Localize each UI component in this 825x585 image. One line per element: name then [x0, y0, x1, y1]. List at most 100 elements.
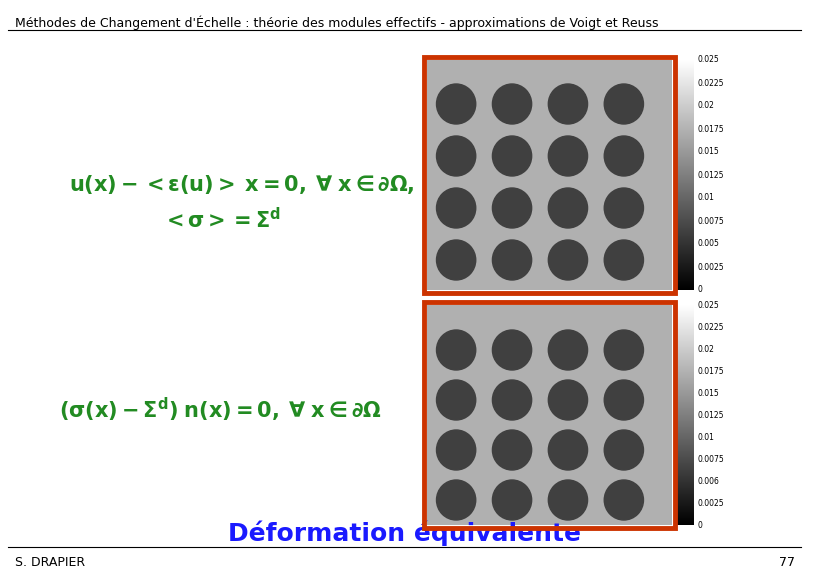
Bar	[676, 106, 695, 107]
Bar	[676, 60, 695, 61]
Bar	[676, 89, 695, 90]
Bar	[676, 424, 695, 425]
Bar	[676, 180, 695, 181]
Bar	[676, 453, 695, 454]
Bar	[676, 164, 695, 165]
Bar	[676, 265, 695, 266]
Bar	[676, 473, 695, 474]
Bar	[676, 369, 695, 370]
Bar	[676, 305, 695, 306]
Bar	[676, 170, 695, 171]
Bar	[676, 72, 695, 73]
Bar	[676, 271, 695, 272]
Bar	[676, 333, 695, 334]
Bar	[676, 276, 695, 277]
Bar	[676, 316, 695, 317]
Bar	[676, 210, 695, 211]
Bar	[676, 335, 695, 336]
FancyBboxPatch shape	[427, 60, 672, 290]
Circle shape	[549, 380, 587, 420]
Bar	[676, 272, 695, 273]
Text: 0.0175: 0.0175	[697, 125, 724, 133]
Bar	[676, 522, 695, 523]
Bar	[676, 487, 695, 488]
Circle shape	[493, 330, 531, 370]
Bar	[676, 366, 695, 367]
Bar	[676, 348, 695, 349]
Bar	[676, 289, 695, 290]
Bar	[676, 154, 695, 155]
Bar	[676, 273, 695, 274]
Bar	[676, 102, 695, 103]
Bar	[676, 318, 695, 319]
Bar	[676, 501, 695, 502]
Bar	[424, 302, 675, 528]
Bar	[676, 250, 695, 251]
Bar	[676, 280, 695, 281]
Bar	[676, 374, 695, 375]
Bar	[676, 229, 695, 230]
Bar	[676, 227, 695, 228]
Bar	[676, 481, 695, 482]
Circle shape	[436, 430, 476, 470]
Bar	[676, 162, 695, 163]
Bar	[676, 260, 695, 261]
Bar	[676, 425, 695, 426]
Bar	[676, 370, 695, 371]
Bar	[676, 421, 695, 422]
Bar	[676, 438, 695, 439]
Bar	[676, 319, 695, 320]
Bar	[676, 345, 695, 346]
Bar	[676, 120, 695, 121]
Bar	[676, 340, 695, 341]
Text: 0.0025: 0.0025	[697, 498, 724, 508]
Bar	[676, 123, 695, 124]
Bar	[676, 457, 695, 458]
Bar	[676, 381, 695, 382]
Bar	[676, 176, 695, 177]
Bar	[676, 483, 695, 484]
Bar	[676, 166, 695, 167]
Bar	[676, 492, 695, 493]
Bar	[676, 90, 695, 91]
Bar	[676, 70, 695, 71]
Bar	[676, 443, 695, 444]
Bar	[676, 315, 695, 316]
Bar	[676, 409, 695, 410]
Bar	[676, 334, 695, 335]
Bar	[676, 206, 695, 207]
Bar	[676, 258, 695, 259]
Bar	[676, 247, 695, 248]
Bar	[676, 141, 695, 142]
Bar	[424, 57, 675, 293]
Bar	[676, 278, 695, 279]
Text: 0.025: 0.025	[697, 301, 719, 309]
Bar	[676, 282, 695, 283]
Bar	[676, 454, 695, 455]
Bar	[676, 504, 695, 505]
Bar	[676, 116, 695, 117]
Bar	[676, 455, 695, 456]
Bar	[676, 251, 695, 252]
Bar	[676, 358, 695, 359]
Bar	[676, 484, 695, 485]
Bar	[676, 262, 695, 263]
Bar	[676, 372, 695, 373]
Bar	[676, 338, 695, 339]
Text: 0.0025: 0.0025	[697, 263, 724, 271]
Bar	[676, 404, 695, 405]
Bar	[676, 350, 695, 351]
Bar	[676, 174, 695, 175]
Bar	[676, 207, 695, 208]
Bar	[676, 248, 695, 249]
Bar	[676, 287, 695, 288]
Bar	[676, 398, 695, 399]
Bar	[676, 71, 695, 72]
Bar	[676, 414, 695, 415]
Bar	[676, 440, 695, 441]
Bar	[676, 415, 695, 416]
Bar	[676, 203, 695, 204]
Bar	[676, 100, 695, 101]
Bar	[676, 216, 695, 217]
Bar	[676, 138, 695, 139]
